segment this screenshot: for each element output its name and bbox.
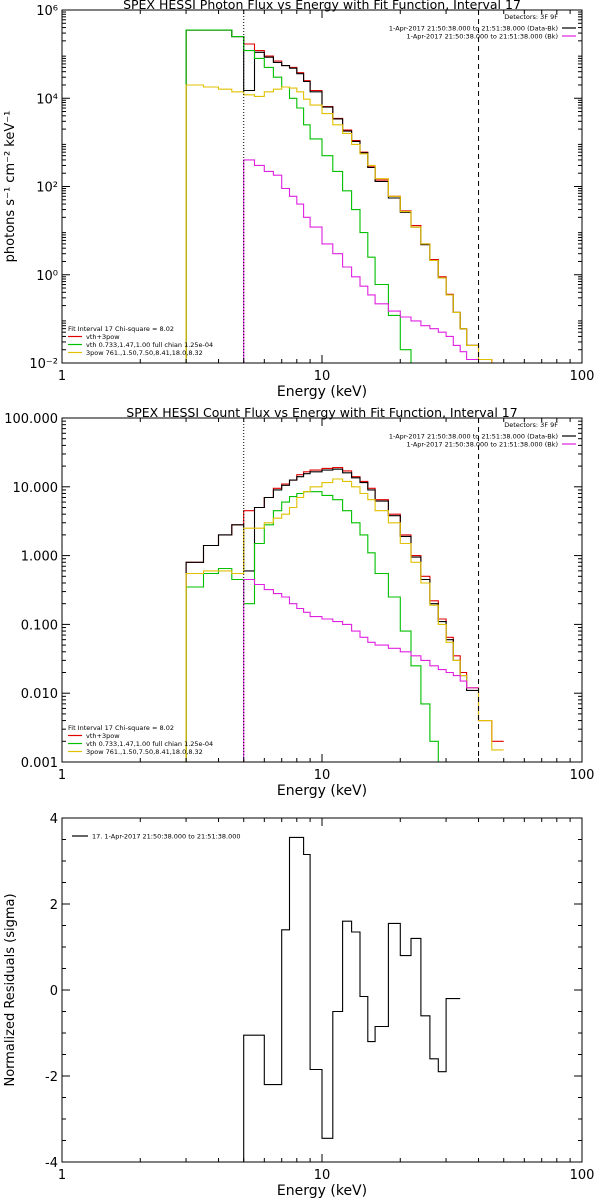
chart2-series-3 <box>185 491 447 763</box>
chart3-x-tick-label: 10 <box>314 1168 331 1183</box>
chart1-y-axis-label: photons s⁻¹ cm⁻² keV⁻¹ <box>3 111 18 263</box>
chart2-legend-entry-label: 1-Apr-2017 21:50:38.000 to 21:51:38.000 … <box>407 441 558 449</box>
chart1-y-tick-label: 10⁰ <box>36 269 58 284</box>
chart2-y-tick-label: 10.000 <box>13 481 59 496</box>
chart1-x-tick-label: 1 <box>58 369 66 384</box>
chart1-y-tick-label: 10² <box>36 181 58 196</box>
chart1-y-tick-label: 10⁴ <box>36 92 58 107</box>
chart3-series-1 <box>243 836 461 1162</box>
chart1-legend-header: Detectors: 3F 9F <box>504 13 558 21</box>
chart2-legend-fit-label: 3pow 761.,1.50,7.50,8.41,18.0,8.32 <box>86 748 203 756</box>
chart2-y-tick-label: 0.001 <box>21 756 58 771</box>
chart2-series-5 <box>243 578 479 762</box>
chart1-legend-entry-label: 1-Apr-2017 21:50:38.000 to 21:51:38.000 … <box>389 25 558 33</box>
chart1-series-4 <box>185 84 504 364</box>
chart2-series-2 <box>185 468 479 762</box>
chart2-title: SPEX HESSI Count Flux vs Energy with Fit… <box>126 405 517 420</box>
chart2-x-tick-label: 1 <box>58 768 66 783</box>
chart1-legend-entry-label: 1-Apr-2017 21:50:38.000 to 21:51:38.000 … <box>407 33 558 41</box>
chart3-y-tick-label: 4 <box>50 812 58 827</box>
chart1-legend-fit-label: vth 0.733,1.47,1.00 full chian 1.25e-04 <box>86 341 213 349</box>
chart3-y-tick-label: -4 <box>45 1156 58 1171</box>
chart3-legend-entry-label: 17. 1-Apr-2017 21:50:38.000 to 21:51:38.… <box>92 833 241 841</box>
chart1-series-5 <box>243 159 479 363</box>
chart1-x-axis-label: Energy (keV) <box>277 384 367 400</box>
chart1-series-3 <box>185 29 421 364</box>
chart1-plot-frame <box>61 9 583 364</box>
chart2-y-tick-label: 1.000 <box>21 550 58 565</box>
chart1-x-tick-label: 10 <box>314 369 331 384</box>
chart1-series-1 <box>185 29 504 364</box>
chart3-y-axis-label: Normalized Residuals (sigma) <box>3 893 18 1086</box>
chart2-x-tick-label: 10 <box>314 768 331 783</box>
chart1-series-2 <box>185 29 479 363</box>
chart2-y-tick-label: 0.100 <box>21 618 58 633</box>
chart3-y-tick-label: -2 <box>45 1070 58 1085</box>
chart2-y-tick-label: 0.010 <box>21 687 58 702</box>
chart3-x-axis-label: Energy (keV) <box>277 1183 367 1199</box>
chart2-y-tick-label: 100.000 <box>4 412 58 427</box>
chart1-legend-fit-label: vth+3pow <box>86 333 120 341</box>
chart2-legend-fit-header: Fit Interval 17 Chi-square = 8.02 <box>68 724 174 732</box>
chart1-y-tick-label: 10⁶ <box>36 4 58 19</box>
chart1-x-tick-label: 100 <box>570 369 595 384</box>
chart2-legend-header: Detectors: 3F 9F <box>504 421 558 429</box>
chart2-legend-fit-label: vth+3pow <box>86 732 120 740</box>
chart1-legend-fit-label: 3pow 761.,1.50,7.50,8.41,18.0,8.32 <box>86 349 203 357</box>
chart2-legend-entry-label: 1-Apr-2017 21:50:38.000 to 21:51:38.000 … <box>389 433 558 441</box>
chart2-series-4 <box>185 478 504 762</box>
chart3-y-tick-label: 0 <box>50 984 58 999</box>
chart2-x-axis-label: Energy (keV) <box>277 783 367 799</box>
chart3-y-tick-label: 2 <box>50 898 58 913</box>
chart1-legend-fit-header: Fit Interval 17 Chi-square = 8.02 <box>68 325 174 333</box>
chart1-y-tick-label: 10⁻² <box>29 357 58 372</box>
chart3-x-tick-label: 1 <box>58 1168 66 1183</box>
chart2-legend-fit-label: vth 0.733,1.47,1.00 full chian 1.25e-04 <box>86 740 213 748</box>
chart3-x-tick-label: 100 <box>570 1168 595 1183</box>
chart1-title: SPEX HESSI Photon Flux vs Energy with Fi… <box>123 0 521 12</box>
chart2-x-tick-label: 100 <box>570 768 595 783</box>
chart2-series-1 <box>185 467 504 762</box>
